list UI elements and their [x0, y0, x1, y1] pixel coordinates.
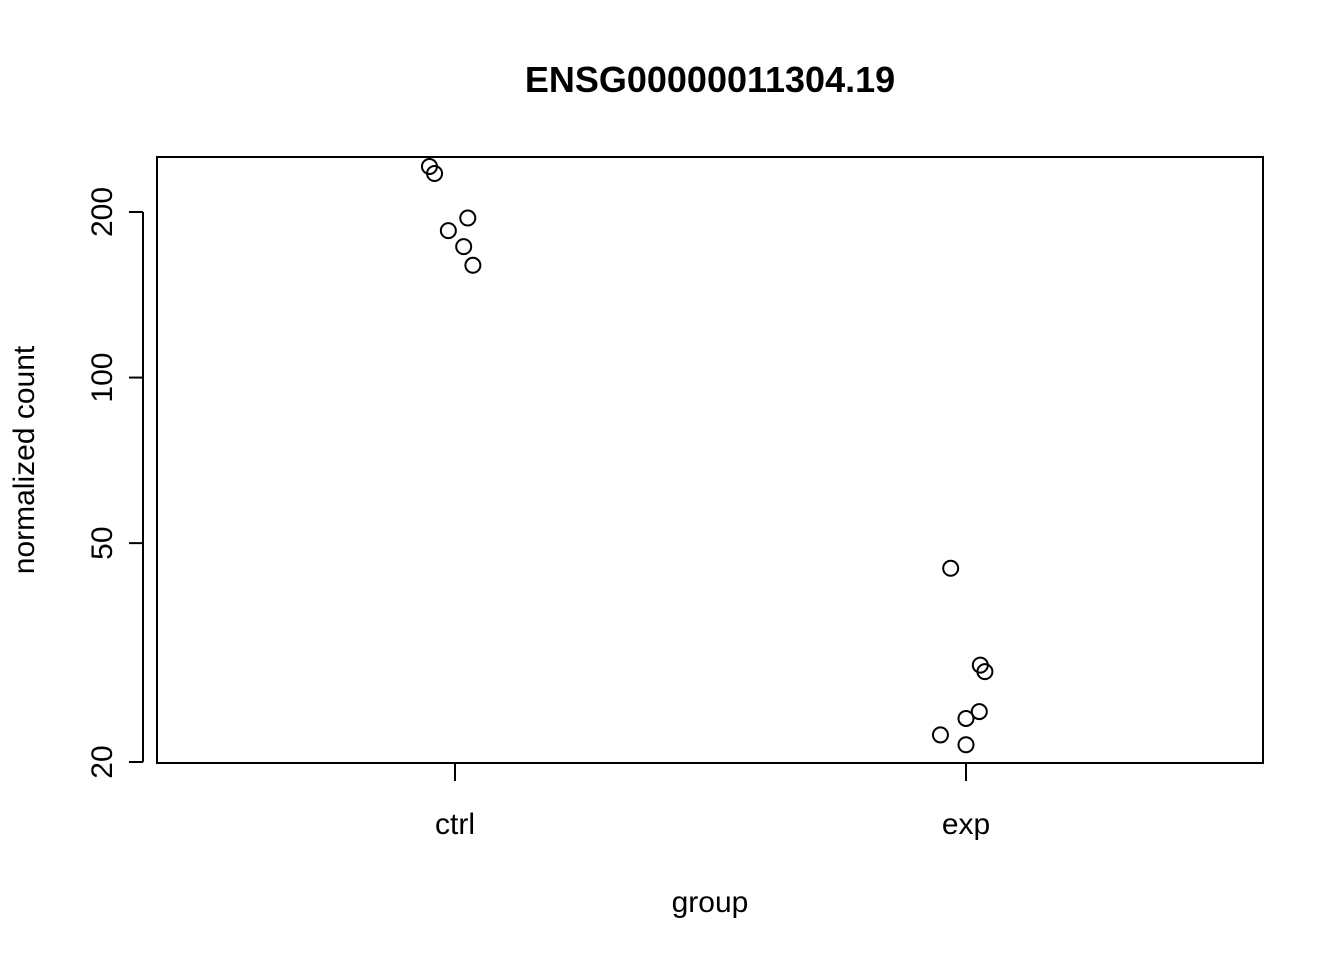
y-tick-label: 20 — [86, 745, 119, 778]
data-points — [420, 157, 994, 754]
y-axis: 20 50 100 200 — [86, 187, 144, 779]
y-tick-label: 100 — [86, 353, 119, 403]
y-tick-label: 200 — [86, 187, 119, 237]
x-tick-label: ctrl — [435, 808, 475, 841]
data-point — [957, 709, 975, 727]
plot-frame — [156, 156, 1264, 764]
data-point — [464, 256, 482, 274]
data-point — [931, 726, 949, 744]
data-point — [459, 209, 477, 227]
chart-title: ENSG00000011304.19 — [525, 59, 895, 100]
y-tick-label: 50 — [86, 526, 119, 559]
data-point — [439, 222, 457, 240]
x-axis-label: group — [672, 886, 749, 919]
data-point — [970, 703, 988, 721]
data-point — [957, 736, 975, 754]
data-point — [976, 663, 994, 681]
data-point — [426, 164, 444, 182]
x-axis: ctrl exp — [435, 763, 990, 841]
y-axis-label: normalized count — [8, 345, 41, 574]
data-point — [942, 559, 960, 577]
x-tick-label: exp — [942, 808, 990, 841]
data-point — [455, 238, 473, 256]
